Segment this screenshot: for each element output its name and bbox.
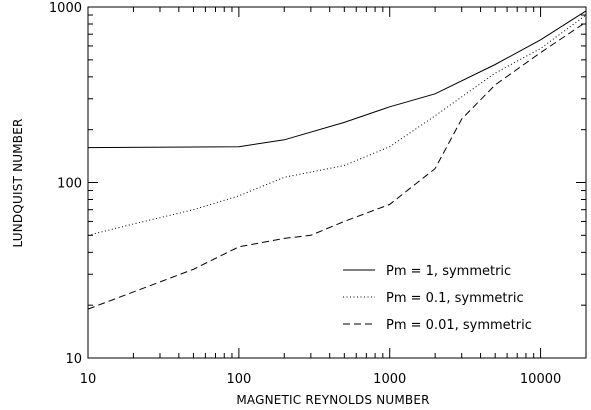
y-tick-label: 100: [57, 177, 82, 192]
legend: Pm = 1, symmetric Pm = 0.1, symmetric Pm =…: [343, 264, 532, 333]
legend-label: Pm = 0.1, symmetric: [386, 291, 524, 306]
legend-label: Pm = 0.01, symmetric: [386, 318, 532, 333]
x-axis-label: MAGNETIC REYNOLDS NUMBER: [236, 393, 429, 407]
x-tick-label: 10000: [520, 372, 561, 387]
series-line-1: [87, 10, 587, 149]
axis-ticks: [87, 6, 587, 359]
legend-label: Pm = 1, symmetric: [386, 264, 511, 279]
x-tick-label: 1000: [373, 372, 406, 387]
x-tick-label: 100: [226, 372, 251, 387]
y-axis-label: LUNDQUIST NUMBER: [11, 118, 25, 247]
tick-labels: 10 100 1000 10000 10 100 1000: [49, 1, 561, 387]
series-line-3: [87, 21, 587, 310]
series-lines: [87, 10, 587, 310]
x-tick-label: 10: [80, 372, 97, 387]
y-tick-label: 1000: [49, 1, 82, 16]
series-line-2: [87, 14, 587, 236]
y-tick-label: 10: [65, 352, 82, 367]
